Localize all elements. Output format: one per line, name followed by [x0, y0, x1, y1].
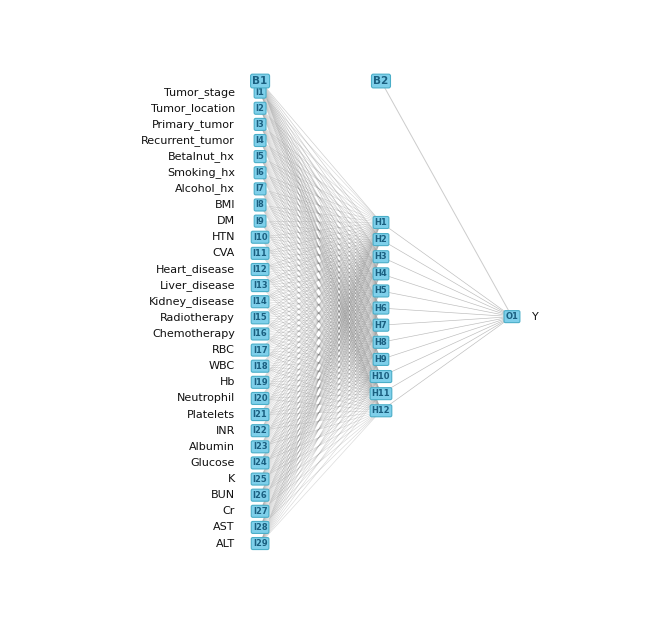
Text: Albumin: Albumin [189, 442, 235, 452]
Text: K: K [227, 474, 235, 484]
Text: HTN: HTN [211, 232, 235, 242]
Text: BMI: BMI [214, 200, 235, 210]
Text: Glucose: Glucose [190, 458, 235, 468]
Text: H9: H9 [374, 355, 387, 364]
Text: I23: I23 [253, 442, 267, 451]
Text: Smoking_hx: Smoking_hx [167, 167, 235, 178]
Text: CVA: CVA [213, 248, 235, 258]
Text: I20: I20 [253, 394, 267, 403]
Text: Y: Y [532, 312, 539, 322]
Text: Platelets: Platelets [187, 409, 235, 419]
Text: H6: H6 [374, 303, 387, 313]
Text: I5: I5 [255, 152, 265, 161]
Text: I26: I26 [253, 491, 267, 500]
Text: I25: I25 [253, 475, 267, 483]
Text: H5: H5 [374, 287, 387, 295]
Text: Primary_tumor: Primary_tumor [152, 119, 235, 130]
Text: I2: I2 [255, 103, 265, 113]
Text: H11: H11 [372, 389, 390, 398]
Text: Betalnut_hx: Betalnut_hx [168, 151, 235, 162]
Text: O1: O1 [506, 312, 519, 321]
Text: I15: I15 [253, 314, 267, 322]
Text: I18: I18 [253, 362, 267, 371]
Text: I17: I17 [253, 345, 267, 355]
Text: DM: DM [216, 216, 235, 226]
Text: RBC: RBC [212, 345, 235, 355]
Text: I16: I16 [253, 329, 267, 339]
Text: I9: I9 [255, 216, 265, 226]
Text: B1: B1 [252, 76, 268, 86]
Text: Heart_disease: Heart_disease [156, 264, 235, 275]
Text: I1: I1 [255, 88, 265, 97]
Text: I13: I13 [253, 281, 267, 290]
Text: BUN: BUN [211, 490, 235, 500]
Text: B2: B2 [373, 76, 389, 86]
Text: Tumor_location: Tumor_location [151, 103, 235, 113]
Text: H7: H7 [374, 320, 387, 330]
Text: I12: I12 [253, 265, 267, 274]
Text: H10: H10 [372, 372, 390, 381]
Text: Recurrent_tumor: Recurrent_tumor [141, 135, 235, 146]
Text: I14: I14 [253, 297, 267, 306]
Text: Neutrophil: Neutrophil [177, 394, 235, 403]
Text: Cr: Cr [222, 507, 235, 516]
Text: Radiotherapy: Radiotherapy [160, 313, 235, 323]
Text: I8: I8 [255, 201, 265, 209]
Text: I24: I24 [253, 458, 267, 468]
Text: Tumor_stage: Tumor_stage [164, 87, 235, 98]
Text: H8: H8 [374, 338, 387, 347]
Text: INR: INR [216, 426, 235, 436]
Text: I3: I3 [255, 120, 265, 129]
Text: H3: H3 [374, 252, 387, 261]
Text: I10: I10 [253, 233, 267, 242]
Text: I11: I11 [253, 249, 267, 258]
Text: I29: I29 [253, 539, 267, 548]
Text: Hb: Hb [220, 377, 235, 387]
Text: I4: I4 [255, 136, 265, 145]
Text: I6: I6 [255, 168, 265, 177]
Text: I19: I19 [253, 378, 267, 387]
Text: Liver_disease: Liver_disease [159, 280, 235, 291]
Text: Chemotherapy: Chemotherapy [152, 329, 235, 339]
Text: WBC: WBC [209, 361, 235, 371]
Text: H2: H2 [374, 235, 387, 244]
Text: I28: I28 [253, 523, 267, 532]
Text: I27: I27 [253, 507, 267, 516]
Text: Alcohol_hx: Alcohol_hx [175, 184, 235, 194]
Text: H1: H1 [374, 218, 387, 227]
Text: H12: H12 [372, 406, 390, 415]
Text: I22: I22 [253, 426, 267, 435]
Text: H4: H4 [374, 270, 387, 278]
Text: ALT: ALT [216, 539, 235, 549]
Text: I7: I7 [255, 184, 265, 193]
Text: AST: AST [213, 522, 235, 532]
Text: Kidney_disease: Kidney_disease [149, 297, 235, 307]
Text: I21: I21 [253, 410, 267, 419]
